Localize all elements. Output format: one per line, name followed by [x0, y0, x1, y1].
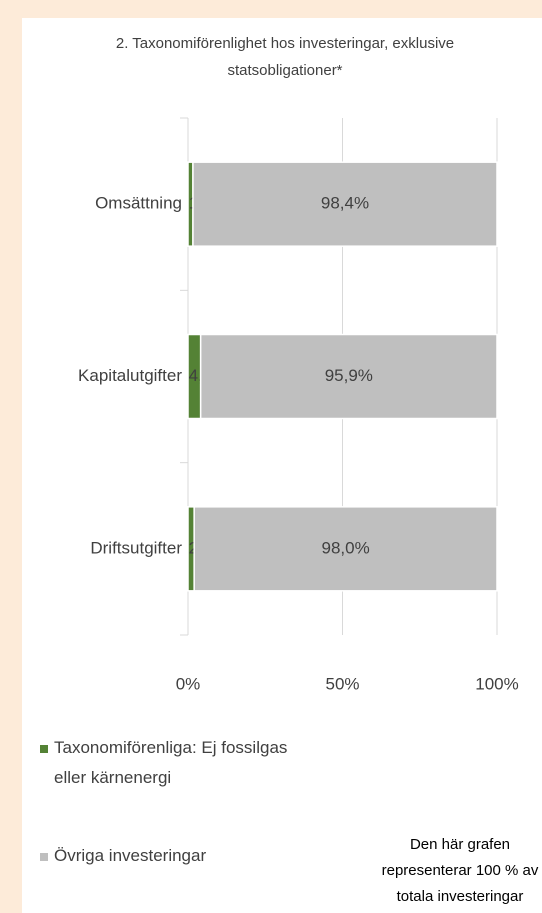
legend-label: Taxonomiförenliga: Ej fossilgas eller kä…	[54, 738, 288, 787]
title-box: 2. Taxonomiförenlighet hos investeringar…	[115, 35, 455, 79]
legend-label: Övriga investeringar	[54, 846, 207, 865]
data-label: 95,9%	[325, 366, 373, 385]
legend-swatch	[40, 745, 48, 753]
y-tick-label: Omsättning	[95, 194, 182, 213]
legend-entry: Övriga investeringar	[54, 846, 207, 865]
note-box: Den här grafen representerar 100 % av to…	[381, 836, 539, 905]
chart-title: 2. Taxonomiförenlighet hos investeringar…	[115, 35, 455, 79]
x-tick-label: 100%	[475, 674, 518, 693]
data-label: 98,0%	[321, 538, 369, 557]
y-tick-label: Driftsutgifter	[90, 538, 182, 557]
annotation: Den här grafen representerar 100 % av to…	[381, 836, 539, 905]
x-tick-label: 50%	[325, 674, 359, 693]
legend-swatch	[40, 853, 48, 861]
bar-segment	[193, 506, 498, 592]
x-tick-label: 0%	[176, 674, 201, 693]
data-label: 98,4%	[321, 194, 369, 213]
bar-segment	[199, 333, 498, 420]
y-tick-label: Kapitalutgifter	[78, 366, 182, 385]
bar-segment	[192, 161, 498, 247]
legend-entry: Taxonomiförenliga: Ej fossilgas eller kä…	[54, 738, 288, 787]
